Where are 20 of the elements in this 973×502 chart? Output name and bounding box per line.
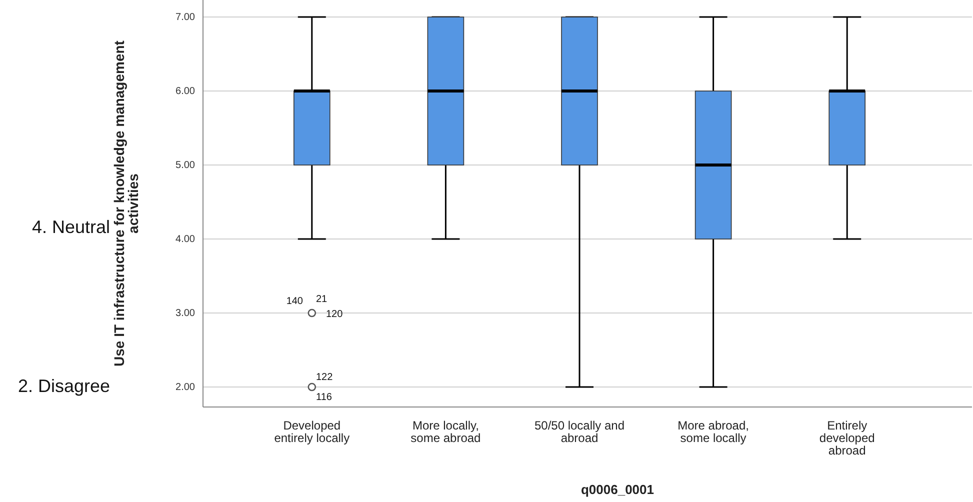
y-tick-label: 7.00 [176,12,196,24]
y-axis-title: Use IT infrastructure for knowledge management activities [111,40,141,366]
annotation: 21 [316,294,328,305]
y-tick-label: 4.00 [176,234,196,246]
annotation: 122 [316,372,334,383]
x-tick-label: More locally, some abroad [410,418,481,446]
text: 4. Neutral [32,217,110,237]
annotation: 120 [326,309,344,320]
y-tick-label: 5.00 [176,160,196,172]
x-tick-label: Developed entirely locally [274,418,350,446]
x-tick-label: Entirely developed abroad [819,418,875,458]
x-tick-label: 50/50 locally and abroad [534,418,625,446]
y-tick-label: 3.00 [176,308,196,320]
y-tick-label: 6.00 [176,86,196,98]
annotation: 116 [316,392,332,403]
y-tick-label: 2.00 [176,382,196,394]
x-tick-label: More abroad, some locally [678,418,749,446]
annotation: 140 [286,296,304,307]
text: 2. Disagree [18,376,110,396]
x-axis-title: q0006_0001 [580,482,654,497]
